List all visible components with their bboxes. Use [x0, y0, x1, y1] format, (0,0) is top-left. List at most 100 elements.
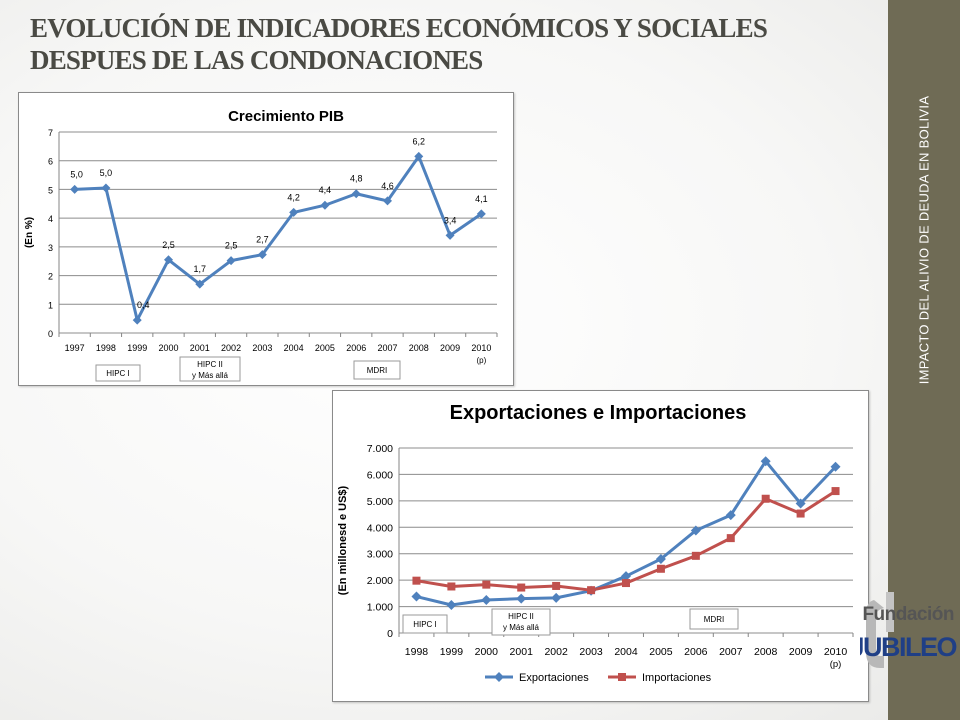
data-point — [411, 591, 422, 602]
annotation-rect — [689, 608, 739, 630]
data-point — [760, 456, 771, 467]
data-label: 3,4 — [444, 215, 457, 225]
y-tick-label: 2.000 — [367, 575, 393, 587]
series-1 — [412, 487, 840, 595]
x-tick-label: 2010 — [824, 646, 848, 658]
annotation-rect — [95, 364, 141, 382]
legend-swatch-marker — [494, 672, 504, 682]
y-tick-label: 7.000 — [367, 443, 393, 455]
trade-chart: Exportaciones e Importaciones 0 1.000 2.000… — [332, 390, 869, 702]
data-point — [257, 250, 267, 260]
data-point — [195, 279, 205, 289]
data-label: 5,0 — [100, 168, 113, 178]
data-point — [552, 581, 561, 590]
x-tick-label: 1997 — [65, 343, 85, 353]
series-0 — [411, 456, 841, 610]
data-point — [226, 256, 236, 266]
data-point — [795, 498, 806, 509]
x-tick-label: 2001 — [190, 343, 210, 353]
y-tick-label: 6.000 — [367, 469, 393, 481]
side-label: IMPACTO DEL ALIVIO DE DEUDA EN BOLIVIA — [916, 95, 932, 385]
data-point — [655, 554, 666, 564]
x-tick-label: 2004 — [614, 646, 638, 658]
annotation-label: HIPC I — [106, 369, 130, 378]
x-tick-label: 2010 — [471, 343, 491, 353]
y-tick-label: 1.000 — [367, 602, 393, 614]
trade-chart-svg: Exportaciones e Importaciones 0 1.000 2.000… — [337, 402, 854, 684]
y-tick-label: 1 — [48, 300, 53, 310]
legend-entry: Importaciones — [642, 672, 712, 684]
data-point — [320, 200, 330, 210]
y-tick-label: 5 — [48, 185, 53, 195]
y-tick-label: 5.000 — [367, 496, 393, 508]
slide-title: EVOLUCIÓN DE INDICADORES ECONÓMICOS Y SO… — [30, 13, 768, 75]
x-tick-label: 2002 — [544, 646, 568, 658]
x-tick-label: 2004 — [284, 343, 304, 353]
x-tick-label: 1998 — [96, 343, 116, 353]
logo-text-jubileo: JUBILEO — [860, 632, 956, 662]
annotation-rect — [353, 360, 401, 380]
y-tick-label: 0 — [48, 329, 53, 339]
y-tick-label: 3 — [48, 243, 53, 253]
data-point — [621, 571, 631, 582]
x-tick-label: 2009 — [789, 646, 813, 658]
data-label: 4,1 — [475, 194, 488, 204]
data-point — [690, 525, 701, 536]
data-label: 4,2 — [287, 192, 300, 202]
data-point — [482, 580, 491, 589]
x-tick-label: 2008 — [409, 343, 429, 353]
x-tick-label: 2009 — [440, 343, 460, 353]
fundacion-jubileo-logo: Fundación JUBILEO — [860, 592, 958, 668]
y-tick-label: 4 — [48, 214, 53, 224]
data-point — [412, 576, 421, 585]
data-point — [761, 494, 770, 503]
legend-entry: Exportaciones — [519, 672, 589, 684]
y-tick-label: 7 — [48, 128, 53, 138]
x-tick-label: 2001 — [510, 646, 534, 658]
y-tick-label: 4.000 — [367, 522, 393, 534]
data-point — [447, 582, 456, 591]
y-tick-label: 3.000 — [367, 549, 393, 561]
x-category-note: (p) — [476, 356, 486, 365]
logo-mark — [866, 592, 894, 668]
x-tick-label: 2006 — [346, 343, 366, 353]
data-point — [691, 551, 700, 560]
gdp-growth-chart-svg: Crecimiento PIB 0 1 2 3 4 5 6 7 1997 1998 1999 2000 2… — [24, 108, 498, 382]
data-point — [831, 487, 840, 496]
x-tick-label: 2007 — [377, 343, 397, 353]
x-tick-label: 2005 — [649, 646, 673, 658]
x-tick-label: 2003 — [579, 646, 603, 658]
data-point — [70, 184, 80, 194]
data-label: 2,5 — [225, 241, 238, 251]
x-category-note: (p) — [830, 659, 842, 670]
x-tick-label: 2000 — [475, 646, 499, 658]
data-point — [726, 534, 735, 543]
annotation-rect — [179, 356, 241, 382]
data-point — [351, 189, 361, 199]
x-tick-label: 2007 — [719, 646, 743, 658]
data-label: 2,5 — [162, 240, 175, 250]
annotation-label: HIPC II y Más allá — [192, 360, 229, 380]
data-label: 4,4 — [319, 185, 332, 195]
x-tick-label: 2006 — [684, 646, 708, 658]
data-point — [796, 509, 805, 518]
logo-text-fundacion: Fundación — [862, 604, 954, 625]
annotation-box: MDRI — [689, 608, 739, 630]
x-tick-label: 2002 — [221, 343, 241, 353]
y-tick-label: 2 — [48, 272, 53, 282]
annotation-label: HIPC I — [413, 620, 437, 629]
annotation-box: HIPC I — [402, 614, 448, 634]
data-point — [414, 151, 424, 161]
data-point — [446, 599, 457, 610]
x-tick-label: 2008 — [754, 646, 778, 658]
data-point — [551, 592, 562, 603]
x-tick-label: 2003 — [252, 343, 272, 353]
data-point — [476, 209, 486, 219]
x-tick-label: 2005 — [315, 343, 335, 353]
gdp-growth-chart: Crecimiento PIB 0 1 2 3 4 5 6 7 1997 1998 1999 2000 2… — [18, 92, 514, 386]
annotation-rect — [402, 614, 448, 634]
data-point — [132, 315, 142, 325]
data-point — [516, 593, 527, 604]
y-axis-label: (En millonesd e US$) — [337, 485, 349, 595]
chart-title: Exportaciones e Importaciones — [450, 402, 747, 424]
